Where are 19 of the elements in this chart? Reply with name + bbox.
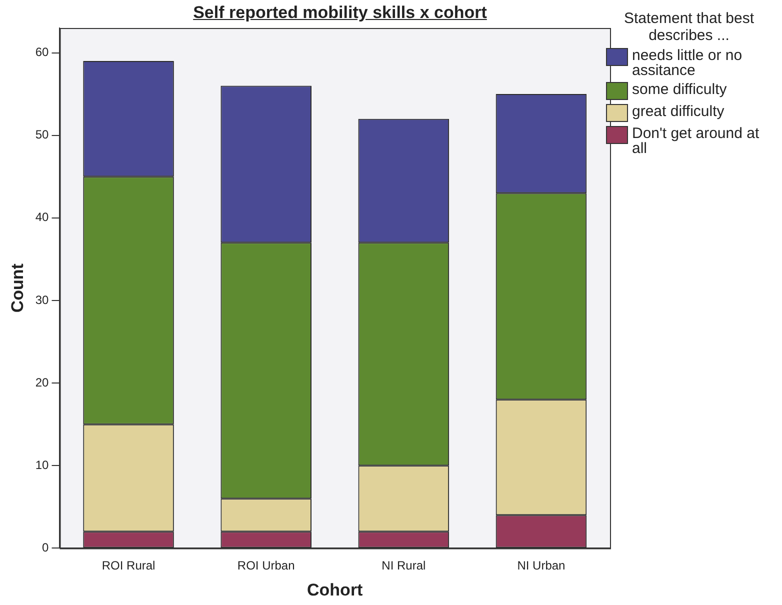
legend-label: needs little or no assitance bbox=[632, 47, 744, 79]
legend-label: Don't get around at all bbox=[632, 125, 760, 157]
x-tick-label: ROI Urban bbox=[237, 558, 295, 573]
legend-label: some difficulty bbox=[632, 81, 727, 98]
y-tick-label: 60 bbox=[35, 45, 50, 60]
legend-title: Statement that best describes ... bbox=[622, 10, 756, 44]
y-tick-label: 20 bbox=[35, 375, 50, 390]
y-tick-label: 10 bbox=[35, 458, 50, 472]
chart-title: Self reported mobility skills x cohort bbox=[192, 3, 488, 23]
y-tick-label: 50 bbox=[35, 128, 50, 142]
y-tick-label: 0 bbox=[42, 540, 50, 555]
legend-label: great difficulty bbox=[632, 103, 724, 120]
y-axis-title: Count bbox=[8, 263, 27, 313]
y-tick-label: 40 bbox=[35, 210, 50, 224]
x-axis-title: Cohort bbox=[307, 580, 364, 600]
y-tick-label: 30 bbox=[35, 292, 50, 307]
x-tick-label: NI Rural bbox=[382, 558, 426, 573]
x-tick-label: ROI Rural bbox=[102, 558, 156, 573]
x-tick-label: NI Urban bbox=[517, 558, 566, 573]
